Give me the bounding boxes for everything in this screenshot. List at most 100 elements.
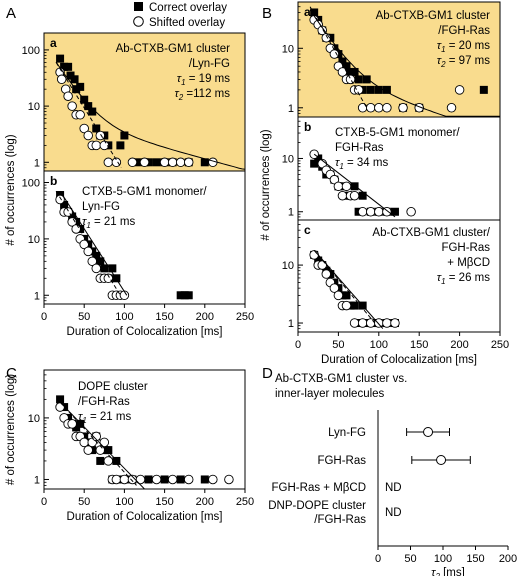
data-point-correct-ba	[382, 85, 391, 94]
data-point-shifted-ba	[374, 103, 384, 113]
data-point-correct-c	[160, 475, 169, 484]
data-point-shifted-ba	[398, 103, 408, 113]
x-tick-label-bc: 0	[295, 339, 301, 351]
data-point-shifted-bb	[382, 206, 392, 217]
subpanel-letter-ba: a	[304, 5, 311, 19]
category-label-d: Lyn-FG	[328, 427, 366, 439]
data-point-shifted-aa	[139, 157, 150, 168]
data-point-correct-c	[112, 456, 121, 465]
data-point-shifted-bc	[357, 318, 368, 328]
panel-letter-c: C	[6, 365, 17, 382]
subpanel-letter-bc: c	[304, 223, 311, 237]
data-point-shifted-ba	[382, 103, 392, 113]
x-tick-label-bc: 250	[491, 339, 509, 351]
data-point-shifted-c	[111, 474, 122, 485]
x-tick-label-d: 50	[404, 553, 416, 565]
y-tick-label-c: 1	[34, 474, 40, 486]
annotation-aa: τ2 =112 ms	[174, 88, 230, 102]
annotation-ab: Lyn-FG	[82, 201, 120, 213]
data-point-correct-ba	[362, 75, 371, 84]
data-point-correct-ba	[338, 57, 347, 66]
fit-line-dashed-c	[59, 401, 137, 486]
data-point-shifted-bb	[309, 149, 319, 159]
data-point-correct-bb	[390, 207, 399, 216]
annotation-ab: CTXB-5-GM1 monomer/	[82, 186, 207, 198]
data-point-shifted-aa	[159, 157, 170, 168]
data-point-shifted-aa	[95, 130, 106, 141]
data-point-correct-ab	[180, 291, 189, 300]
y-tick-label-aa: 1	[34, 157, 40, 169]
y-tick-label-bb: 10	[282, 153, 294, 165]
data-point-correct-aa	[64, 62, 73, 71]
data-point-correct-aa	[88, 107, 97, 116]
x-tick-label-ab: 50	[78, 311, 90, 323]
panel-letter-a: A	[6, 5, 16, 22]
x-tick-label-c: 100	[115, 496, 133, 508]
y-tick-label-bb: 1	[288, 207, 294, 219]
subpanel-letter-aa: a	[50, 36, 57, 50]
annotation-bb: CTXB-5-GM1 monomer/	[335, 127, 460, 139]
data-point-shifted-ba	[454, 85, 465, 95]
plot-d: Ab-CTXB-GM1 cluster vs. inner-layer molec…	[268, 373, 517, 576]
fit-line-solid-c	[59, 401, 145, 489]
data-point-correct-aa	[66, 71, 75, 80]
data-point-correct-bb	[350, 182, 359, 191]
fit-line-solid-bb	[313, 153, 396, 218]
data-point-shifted-ba	[329, 49, 340, 59]
annotation-bc: FGH-Ras	[441, 242, 490, 254]
data-point-correct-aa	[116, 141, 125, 150]
data-point-correct-ba	[310, 8, 319, 17]
data-point-correct-bb	[358, 191, 367, 200]
annotation-aa: τ1 = 19 ms	[177, 73, 230, 87]
data-point-correct-ab	[176, 291, 185, 300]
data-point-shifted-aa	[83, 130, 93, 141]
data-point-shifted-bc	[382, 318, 392, 328]
data-point-shifted-bb	[365, 206, 376, 217]
data-point-shifted-ba	[345, 74, 356, 85]
x-tick-label-c: 200	[196, 496, 214, 508]
data-point-correct-c	[96, 456, 105, 465]
data-point-correct-aa	[200, 158, 209, 167]
y-axis-label-b: # of occurrences (log)	[260, 129, 272, 240]
x-tick-label-ab: 100	[115, 311, 133, 323]
y-tick-label-ab: 1	[34, 290, 40, 302]
legend-label-shifted: Shifted overlay	[149, 17, 225, 29]
y-tick-label-bc: 10	[282, 260, 294, 272]
data-point-shifted-ab	[83, 246, 93, 257]
category-label-d: FGH-Ras + MβCD	[272, 482, 366, 494]
y-tick-label-ab: 10	[28, 234, 40, 246]
data-point-shifted-c	[135, 474, 146, 485]
x-tick-label-d: 0	[375, 553, 381, 565]
x-tick-label-c: 150	[155, 496, 173, 508]
panel-letter-b: B	[262, 5, 272, 22]
data-point-correct-c	[200, 475, 209, 484]
annotation-ba: τ2 = 97 ms	[437, 55, 490, 69]
subpanel-letter-ab: b	[50, 174, 57, 188]
annotation-bc: + MβCD	[447, 257, 490, 269]
data-point-correct-aa	[56, 54, 65, 63]
data-point-shifted-bb	[374, 206, 384, 217]
data-point-correct-aa	[60, 62, 69, 71]
data-point-correct-ba	[366, 85, 375, 94]
x-tick-label-bc: 150	[410, 339, 428, 351]
data-point-shifted-ab	[55, 194, 65, 205]
panel-d-title: Ab-CTXB-GM1 cluster vs.	[275, 373, 407, 385]
data-point-shifted-ab	[87, 256, 97, 267]
data-point-correct-bc	[342, 291, 351, 300]
annotation-ba: /FGH-Ras	[438, 25, 490, 37]
data-point-correct-ab	[100, 264, 109, 273]
plot-frame-bb	[297, 116, 501, 221]
x-axis-label-ab: Duration of Colocalization [ms]	[67, 326, 223, 338]
category-label-d: FGH-Ras	[317, 455, 366, 467]
data-point-shifted-aa	[75, 110, 85, 120]
x-tick-label-bc: 50	[332, 339, 344, 351]
data-point-shifted-ba	[446, 103, 457, 113]
data-point-shifted-bc	[365, 318, 376, 328]
x-tick-label-ab: 150	[155, 311, 173, 323]
fit-line-dashed-ab	[55, 190, 121, 296]
x-tick-label-ab: 0	[41, 311, 47, 323]
data-point-shifted-aa	[63, 91, 73, 101]
data-point-correct-ba	[479, 85, 488, 94]
